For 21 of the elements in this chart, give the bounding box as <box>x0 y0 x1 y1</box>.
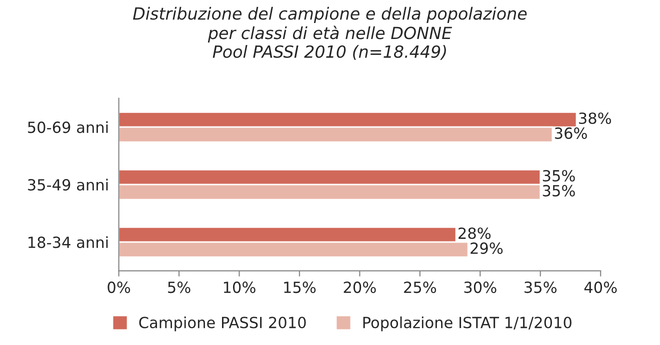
x-tick-label: 30% <box>464 282 496 294</box>
y-tick-label: 50-69 anni <box>28 121 108 134</box>
data-label: 35% <box>542 170 575 182</box>
x-tick-label: 0% <box>108 282 130 294</box>
data-label: 36% <box>554 127 587 139</box>
legend-label: Popolazione ISTAT 1/1/2010 <box>363 316 572 332</box>
x-tick-label: 40% <box>584 282 617 294</box>
x-tick-label: 10% <box>224 282 256 294</box>
x-tick-label: 20% <box>344 282 376 294</box>
y-tick-label: 18-34 anni <box>28 236 108 248</box>
x-tick-label: 25% <box>404 282 436 294</box>
data-label: 38% <box>579 112 612 124</box>
y-tick-label: 35-49 anni <box>28 178 108 191</box>
data-label: 29% <box>470 242 503 254</box>
x-tick-label: 35% <box>524 282 557 294</box>
x-tick-label: 15% <box>284 282 316 294</box>
legend-label: Campione PASSI 2010 <box>139 316 306 332</box>
x-tick-label: 5% <box>168 282 190 294</box>
data-label: 28% <box>458 227 491 240</box>
data-label: 35% <box>542 184 575 196</box>
chart-title: Distribuzione del campione e della popolazione per classi di età nelle DONNE Pool PASSI 2010 (n=18.449) <box>133 6 527 60</box>
